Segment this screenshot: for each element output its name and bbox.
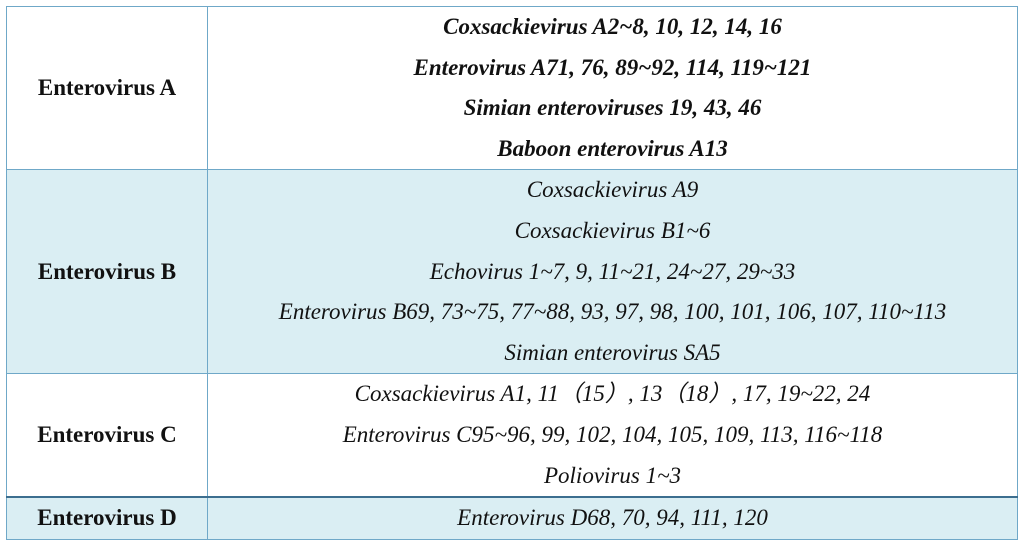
enterovirus-table: Enterovirus A Coxsackievirus A2~8, 10, 12… [6,5,1018,540]
member-line: Simian enterovirus SA5 [504,339,721,365]
group-cell: Enterovirus A [6,5,208,171]
member-line: Enterovirus D68, 70, 94, 111, 120 [457,505,768,531]
member-line: Enterovirus B69, 73~75, 77~88, 93, 97, 9… [278,299,947,325]
table-body: Enterovirus A Coxsackievirus A2~8, 10, 12… [6,5,1018,540]
group-cell: Enterovirus B [6,169,208,375]
table-row: Enterovirus D Enterovirus D68, 70, 94, 11… [6,496,1018,540]
member-line: Enterovirus A71, 76, 89~92, 114, 119~121 [413,54,812,80]
table-container: Enterovirus A Coxsackievirus A2~8, 10, 12… [6,5,1018,540]
table-row: Enterovirus A Coxsackievirus A2~8, 10, 12… [6,5,1018,171]
member-line: Simian enteroviruses 19, 43, 46 [463,95,762,121]
members-cell: Enterovirus D68, 70, 94, 111, 120 [207,496,1018,540]
member-line: Echovirus 1~7, 9, 11~21, 24~27, 29~33 [429,258,796,284]
member-line: Baboon enterovirus A13 [497,135,728,161]
member-line: Coxsackievirus B1~6 [514,217,711,243]
member-line: Poliovirus 1~3 [543,462,682,488]
table-row: Enterovirus C Coxsackievirus A1, 11（15）, … [6,373,1018,498]
member-line: Coxsackievirus A9 [526,177,699,203]
group-cell: Enterovirus C [6,373,208,498]
members-cell: Coxsackievirus A9 Coxsackievirus B1~6 Echo… [207,169,1018,375]
members-cell: Coxsackievirus A1, 11（15）, 13（18）, 17, 1… [207,373,1018,498]
member-line: Coxsackievirus A1, 11（15）, 13（18）, 17, 1… [354,381,871,407]
group-cell: Enterovirus D [6,496,208,540]
member-line: Enterovirus C95~96, 99, 102, 104, 105, 1… [342,421,883,447]
members-cell: Coxsackievirus A2~8, 10, 12, 14, 16 Enter… [207,5,1018,171]
member-line: Coxsackievirus A2~8, 10, 12, 14, 16 [443,14,782,39]
table-row: Enterovirus B Coxsackievirus A9 Coxsackiev… [6,169,1018,375]
